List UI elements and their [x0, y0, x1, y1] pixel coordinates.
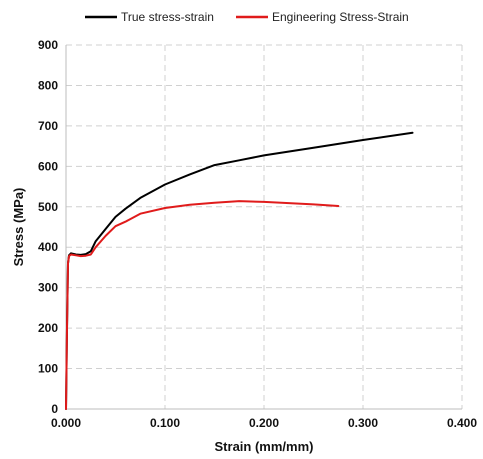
series-line-true-stress-strain: [65, 131, 414, 410]
series-lines: [65, 131, 414, 410]
y-tick-label: 500: [38, 200, 58, 214]
legend-label-engineering-stress-strain: Engineering Stress-Strain: [272, 10, 409, 24]
x-tick-label: 0.300: [348, 416, 378, 430]
y-tick-label: 600: [38, 159, 58, 173]
x-axis-title: Strain (mm/mm): [215, 439, 314, 454]
series-line-engineering-stress-strain: [65, 200, 340, 410]
grid: [66, 44, 463, 409]
x-tick-label: 0.100: [150, 416, 180, 430]
x-tick-label: 0.400: [447, 416, 477, 430]
y-tick-label: 700: [38, 119, 58, 133]
x-tick-label: 0.000: [51, 416, 81, 430]
y-tick-label: 900: [38, 38, 58, 52]
x-tick-label: 0.200: [249, 416, 279, 430]
legend: True stress-strain Engineering Stress-St…: [85, 10, 409, 24]
legend-label-true-stress-strain: True stress-strain: [121, 10, 214, 24]
y-tick-label: 400: [38, 240, 58, 254]
y-axis-title: Stress (MPa): [11, 188, 26, 267]
y-tick-label: 200: [38, 321, 58, 335]
y-tick-label: 800: [38, 78, 58, 92]
tick-labels: 0 100 200 300 400 500 600 700 800 900 0.000 0.100 0.…: [38, 38, 477, 430]
y-tick-label: 0: [51, 402, 58, 416]
y-tick-label: 100: [38, 362, 58, 376]
y-tick-label: 300: [38, 281, 58, 295]
